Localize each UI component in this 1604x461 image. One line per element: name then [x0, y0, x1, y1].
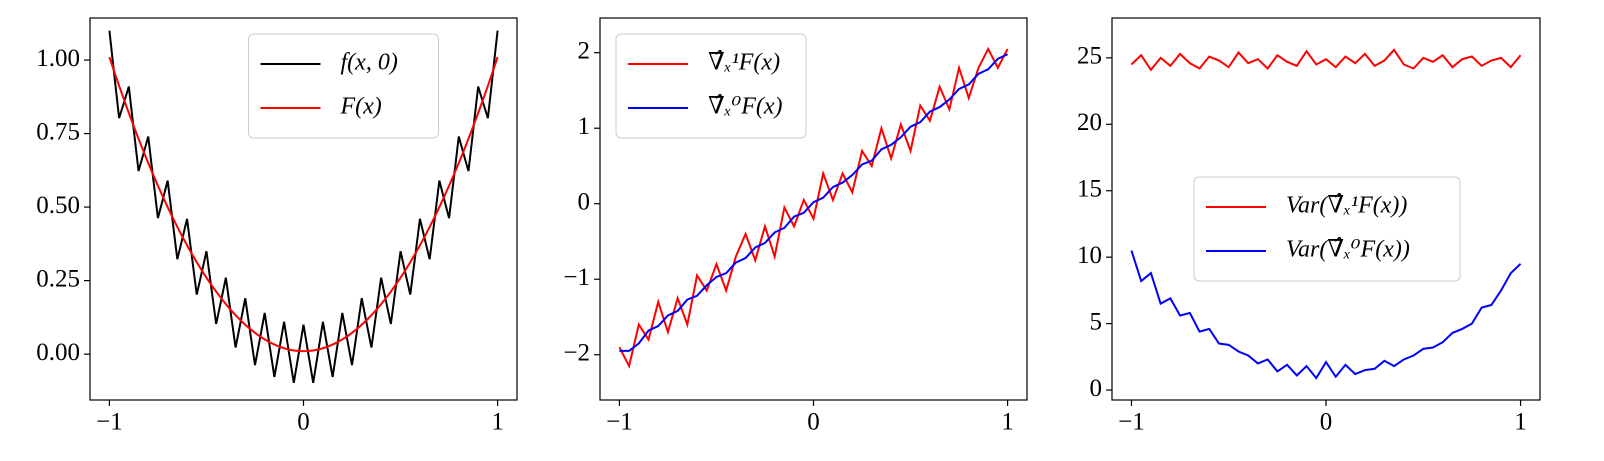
y-tick-label: 5 [1090, 308, 1103, 335]
legend: f(x, 0) F(x) [248, 33, 439, 139]
subplot: −1 0 1 −2 −1 0 1 2 ∇̂ₓ¹F(x) ∇̂ₓ⁰F(x) [563, 17, 1028, 436]
data-line [1130, 48, 1522, 72]
x-tick-label: 0 [297, 409, 310, 436]
legend-label: ∇̂ₓ¹F(x) [708, 50, 780, 76]
y-tick-label: 25 [1077, 43, 1102, 70]
y-tick-label: −1 [563, 264, 590, 291]
legend-box [615, 33, 807, 139]
data-line [108, 56, 499, 353]
y-tick-label: −2 [563, 339, 590, 366]
legend: ∇̂ₓ¹F(x) ∇̂ₓ⁰F(x) [615, 33, 807, 139]
y-tick-label: 1 [578, 113, 591, 140]
plot-area [108, 30, 499, 383]
y-tick-label: 0.25 [36, 265, 80, 292]
y-tick-label: 10 [1077, 242, 1102, 269]
legend-label: F(x) [340, 94, 382, 120]
x-tick-label: −1 [1118, 409, 1145, 436]
legend-label: f(x, 0) [341, 50, 398, 76]
x-tick-label: −1 [96, 409, 123, 436]
x-tick-label: 0 [807, 409, 820, 436]
x-tick-label: 0 [1320, 409, 1333, 436]
legend-label: ∇̂ₓ⁰F(x) [708, 94, 783, 120]
y-tick-label: 2 [578, 37, 591, 64]
y-tick-label: 0.00 [36, 339, 80, 366]
legend: Var(∇̂ₓ¹F(x)) Var(∇̂ₓ⁰F(x)) [1193, 176, 1461, 282]
plot-area [618, 46, 1009, 369]
y-tick-label: 0.50 [36, 192, 80, 219]
y-tick-label: 1.00 [36, 45, 80, 72]
legend-box [248, 33, 439, 139]
legend-box [1193, 176, 1461, 282]
data-line [108, 30, 499, 383]
legend-label: Var(∇̂ₓ¹F(x)) [1286, 193, 1407, 219]
y-tick-label: 15 [1077, 175, 1102, 202]
legend-label: Var(∇̂ₓ⁰F(x)) [1286, 237, 1410, 263]
x-tick-label: 1 [1514, 409, 1527, 436]
y-tick-label: 20 [1077, 109, 1102, 136]
x-tick-label: −1 [606, 409, 633, 436]
data-line [1130, 250, 1522, 380]
y-tick-label: 0 [1090, 375, 1103, 402]
data-line [619, 53, 1009, 352]
y-tick-label: 0.75 [36, 118, 80, 145]
plot-area [1130, 48, 1522, 380]
subplot: −1 0 1 0.00 0.25 0.50 0.75 1.00 f(x, 0) F(x) [36, 17, 518, 436]
x-tick-label: 1 [491, 409, 504, 436]
data-line [618, 46, 1009, 369]
x-tick-label: 1 [1001, 409, 1014, 436]
y-tick-label: 0 [578, 188, 591, 215]
